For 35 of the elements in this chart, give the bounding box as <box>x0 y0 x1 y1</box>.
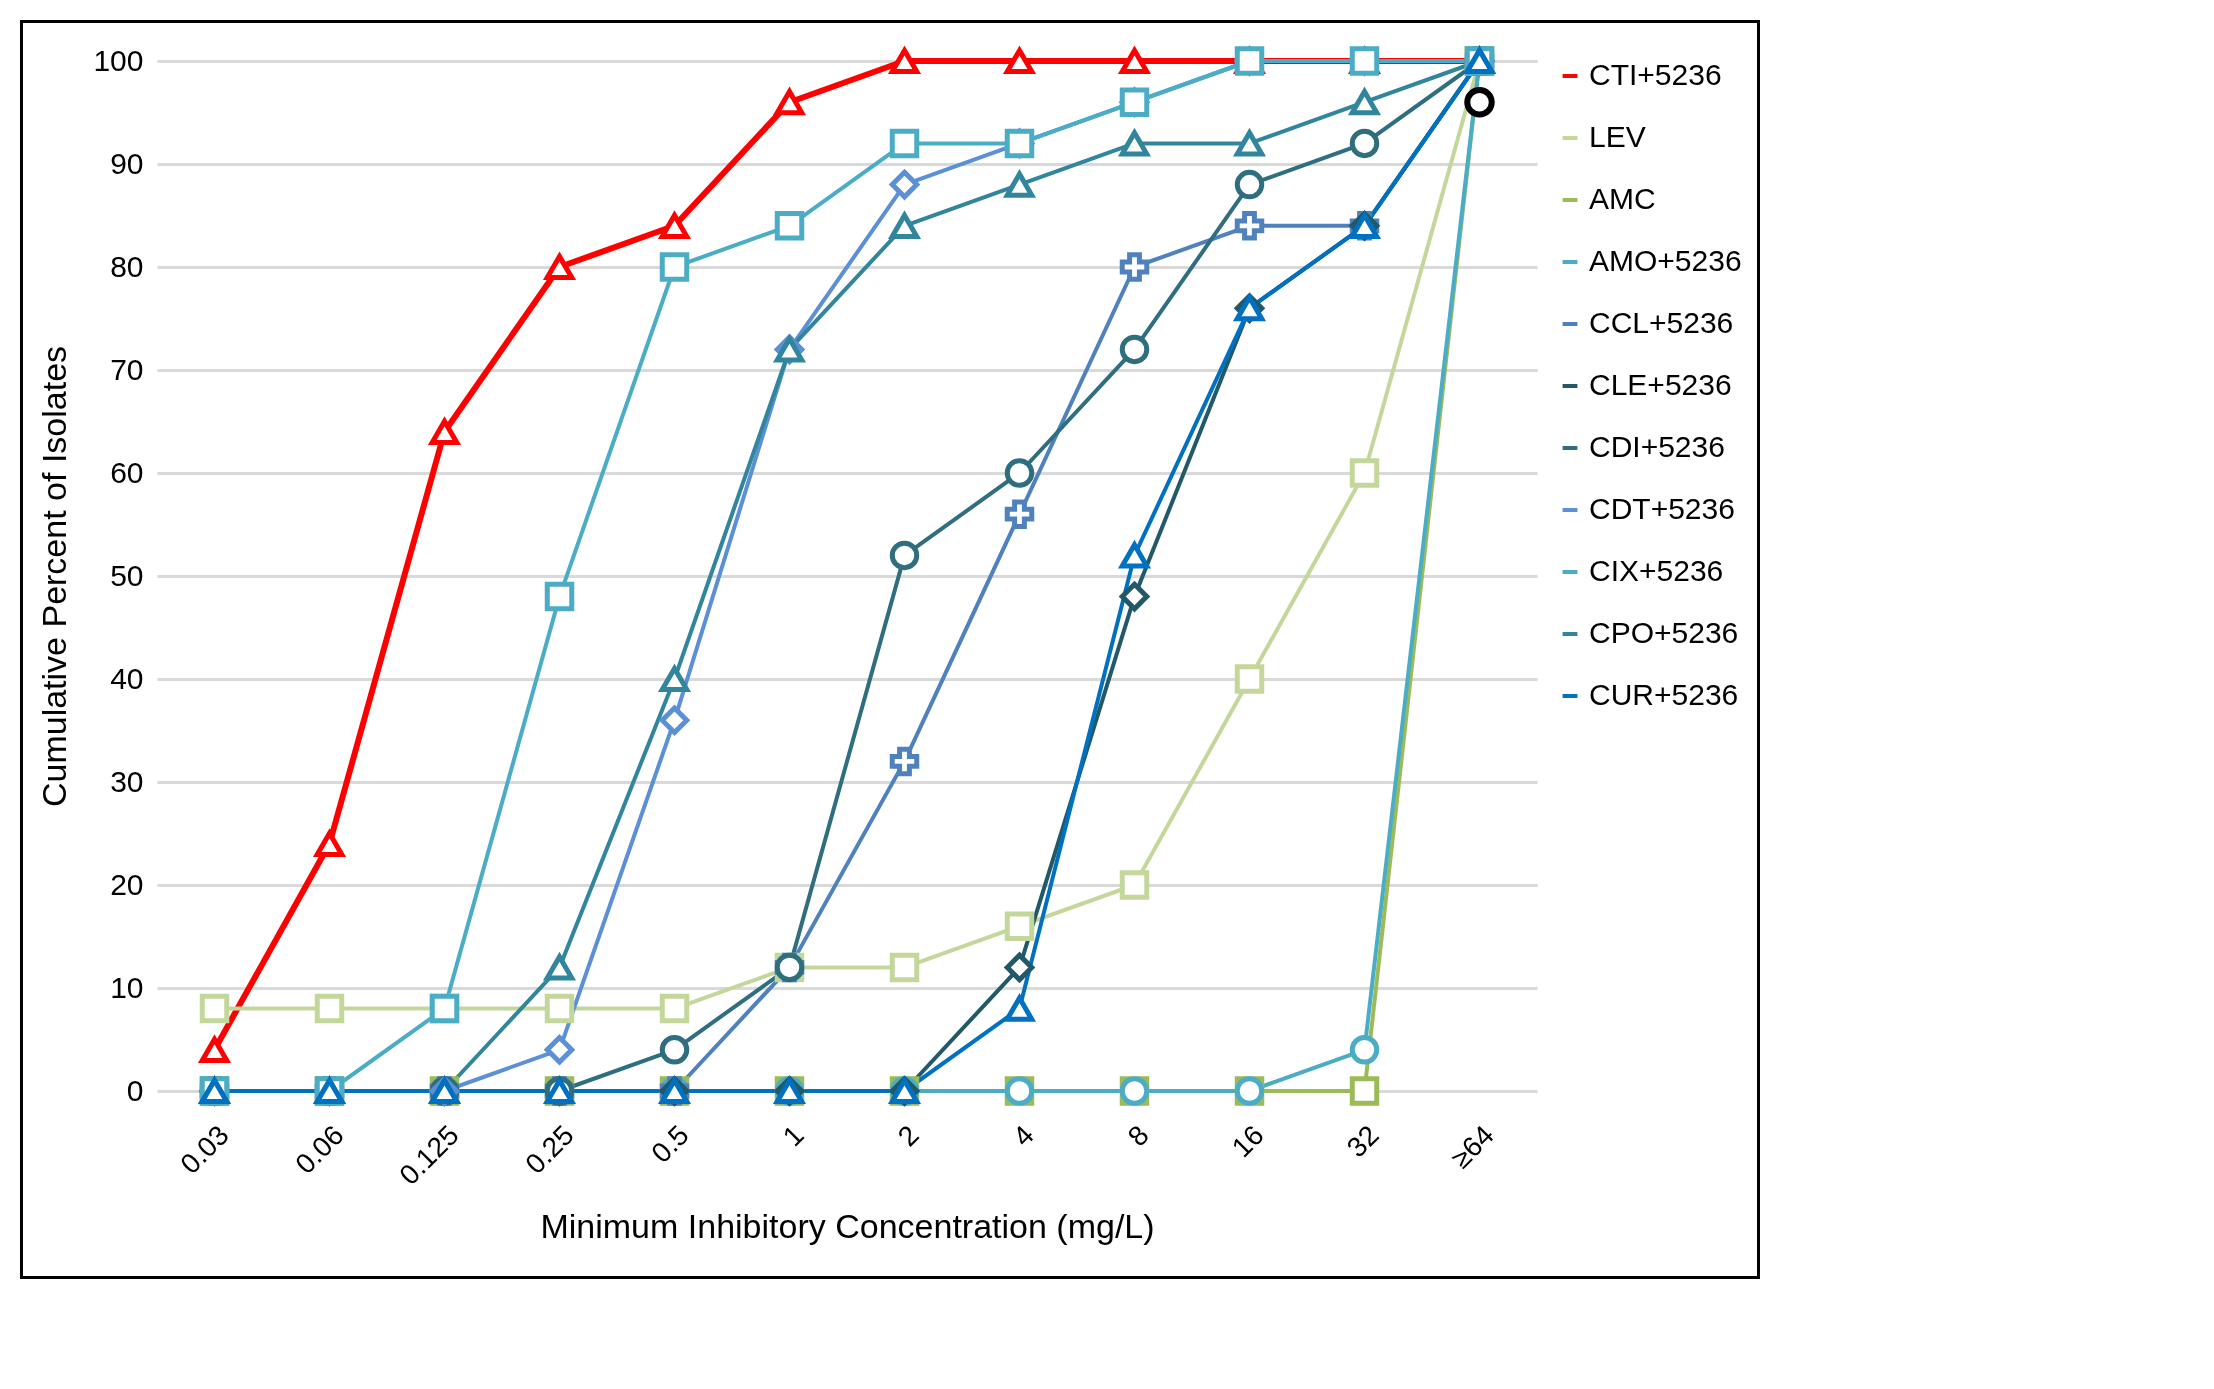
x-tick-label: 32 <box>1340 1119 1385 1164</box>
legend-label: AMC <box>1589 182 1656 215</box>
x-tick-label: 8 <box>1121 1119 1155 1153</box>
x-axis-title: Minimum Inhibitory Concentration (mg/L) <box>540 1206 1155 1245</box>
y-tick-label: 0 <box>126 1073 144 1107</box>
x-tick-label: 1 <box>776 1119 810 1153</box>
y-tick-label: 100 <box>93 43 144 77</box>
x-tick-label: 16 <box>1225 1119 1270 1164</box>
legend-label: CDI+5236 <box>1589 430 1725 463</box>
y-tick-label: 50 <box>110 558 144 592</box>
y-tick-label: 20 <box>110 867 144 901</box>
y-axis-title: Cumulative Percent of Isolates <box>35 345 74 808</box>
legend-label: CIX+5236 <box>1589 554 1724 587</box>
legend-label: CCL+5236 <box>1589 306 1734 339</box>
y-tick-label: 40 <box>110 661 144 695</box>
legend-label: CDT+5236 <box>1589 492 1735 525</box>
legend-label: LEV <box>1589 120 1646 153</box>
x-tick-label: 4 <box>1006 1119 1040 1153</box>
x-tick-label: 2 <box>891 1119 925 1153</box>
y-tick-label: 70 <box>110 352 144 386</box>
legend-label: CTI+5236 <box>1589 58 1722 91</box>
x-tick-label: 0.25 <box>519 1119 580 1180</box>
y-tick-label: 60 <box>110 455 144 489</box>
x-tick-label: 0.03 <box>174 1119 235 1180</box>
x-tick-label: 0.5 <box>645 1119 695 1169</box>
y-tick-label: 30 <box>110 764 144 798</box>
y-tick-label: 90 <box>110 146 144 180</box>
legend-label: CPO+5236 <box>1589 616 1739 649</box>
legend-label: CUR+5236 <box>1589 678 1739 711</box>
x-tick-label: ≥64 <box>1444 1119 1500 1175</box>
y-tick-label: 10 <box>110 970 144 1004</box>
y-tick-label: 80 <box>110 249 144 283</box>
legend-label: AMO+5236 <box>1589 244 1742 277</box>
legend-label: CLE+5236 <box>1589 368 1732 401</box>
x-tick-label: 0.06 <box>289 1119 350 1180</box>
